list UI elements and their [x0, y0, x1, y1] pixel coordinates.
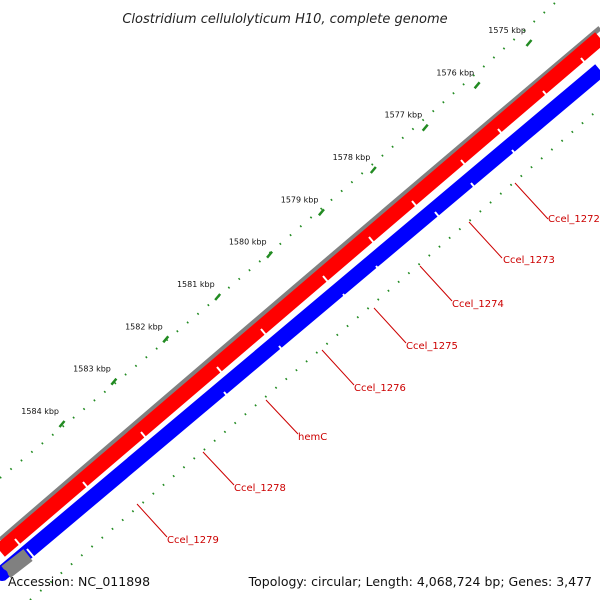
ruler-tick: [525, 39, 533, 47]
strand-separator: [278, 345, 290, 359]
strand-separator: [375, 265, 387, 279]
ruler-tick-label: 1578 kbp: [333, 153, 371, 162]
strand-separator: [26, 548, 38, 562]
ruler-tick: [473, 81, 481, 90]
strand-separator: [342, 293, 354, 307]
gene-label-text: Ccel_1273: [503, 255, 555, 266]
gene-label-ccel-1272[interactable]: Ccel_1272: [514, 182, 600, 225]
gene-leader-line: [136, 503, 168, 538]
strand-separator: [411, 200, 423, 214]
strand-separator: [434, 211, 446, 225]
ruler-tick: [162, 335, 170, 344]
gene-label-ccel-1278[interactable]: Ccel_1278: [202, 451, 286, 494]
ruler-ticks: [58, 39, 533, 428]
ruler-tick-label: 1576 kbp: [436, 68, 474, 77]
ruler-tick-label: 1579 kbp: [281, 195, 319, 204]
gene-label-hemc[interactable]: hemC: [265, 399, 327, 443]
strand-separator: [511, 149, 523, 163]
strand-separator: [223, 391, 235, 405]
gene-label-text: Ccel_1276: [354, 383, 406, 394]
gene-leader-line: [419, 265, 453, 302]
gene-leader-line: [514, 182, 549, 220]
gene-label-text: Ccel_1279: [167, 535, 219, 546]
forward-strand-track: [0, 32, 600, 557]
ruler-tick: [58, 420, 66, 428]
gene-leader-line: [265, 399, 299, 435]
genome-backbone: [0, 26, 600, 542]
gene-leader-line: [468, 221, 503, 259]
gene-label-text: hemC: [298, 432, 327, 443]
ruler-labels: 1575 kbp 1576 kbp 1577 kbp 1578 kbp 1579 kbp…: [21, 26, 526, 416]
map-title: Clostridium cellulolyticum H10, complete…: [122, 12, 447, 27]
gene-label-ccel-1279[interactable]: Ccel_1279: [136, 503, 219, 546]
strand-separator: [460, 159, 472, 173]
inner-ruler-dotted-line: [29, 107, 600, 600]
ruler-tick-label: 1575 kbp: [488, 26, 526, 35]
ruler-tick-label: 1582 kbp: [125, 322, 163, 331]
ruler-tick-label: 1580 kbp: [229, 238, 267, 247]
gene-label-text: Ccel_1274: [452, 299, 504, 310]
ruler-tick: [369, 166, 377, 174]
genome-summary-text: Topology: circular; Length: 4,068,724 bp…: [248, 574, 592, 589]
gene-label-ccel-1274[interactable]: Ccel_1274: [419, 265, 504, 310]
ruler-tick: [110, 377, 118, 386]
gene-label-ccel-1275[interactable]: Ccel_1275: [373, 307, 458, 352]
ruler-tick: [421, 123, 429, 132]
gene-leader-line: [373, 307, 407, 344]
ruler-tick: [317, 208, 325, 217]
reverse-strand-separators: [26, 113, 572, 562]
forward-strand-separators: [14, 57, 592, 552]
blue-feature-marker: [0, 569, 8, 581]
strand-separator: [560, 113, 572, 127]
strand-separator: [322, 275, 334, 289]
gene-label-text: Ccel_1275: [406, 341, 458, 352]
strand-separator: [542, 90, 554, 104]
gene-label-text: Ccel_1272: [548, 214, 600, 225]
ruler-tick: [214, 293, 222, 301]
gene-leader-line: [321, 349, 355, 386]
strand-separator: [580, 57, 592, 71]
accession-text: Accession: NC_011898: [8, 574, 150, 589]
ruler-tick-label: 1583 kbp: [73, 365, 111, 374]
gene-leader-line: [202, 451, 235, 486]
strand-separator: [497, 128, 509, 142]
ruler-tick-label: 1581 kbp: [177, 280, 215, 289]
grey-feature-segment: [1, 549, 33, 578]
ruler-tick-label: 1577 kbp: [385, 111, 423, 120]
ruler-tick-label: 1584 kbp: [21, 407, 59, 416]
reverse-strand-track: [0, 64, 600, 581]
ruler-tick: [266, 250, 274, 259]
strand-separator: [470, 182, 482, 196]
gene-label-ccel-1273[interactable]: Ccel_1273: [468, 221, 555, 266]
gene-label-ccel-1276[interactable]: Ccel_1276: [321, 349, 406, 394]
strand-separator: [368, 236, 380, 250]
gene-label-text: Ccel_1278: [234, 483, 286, 494]
